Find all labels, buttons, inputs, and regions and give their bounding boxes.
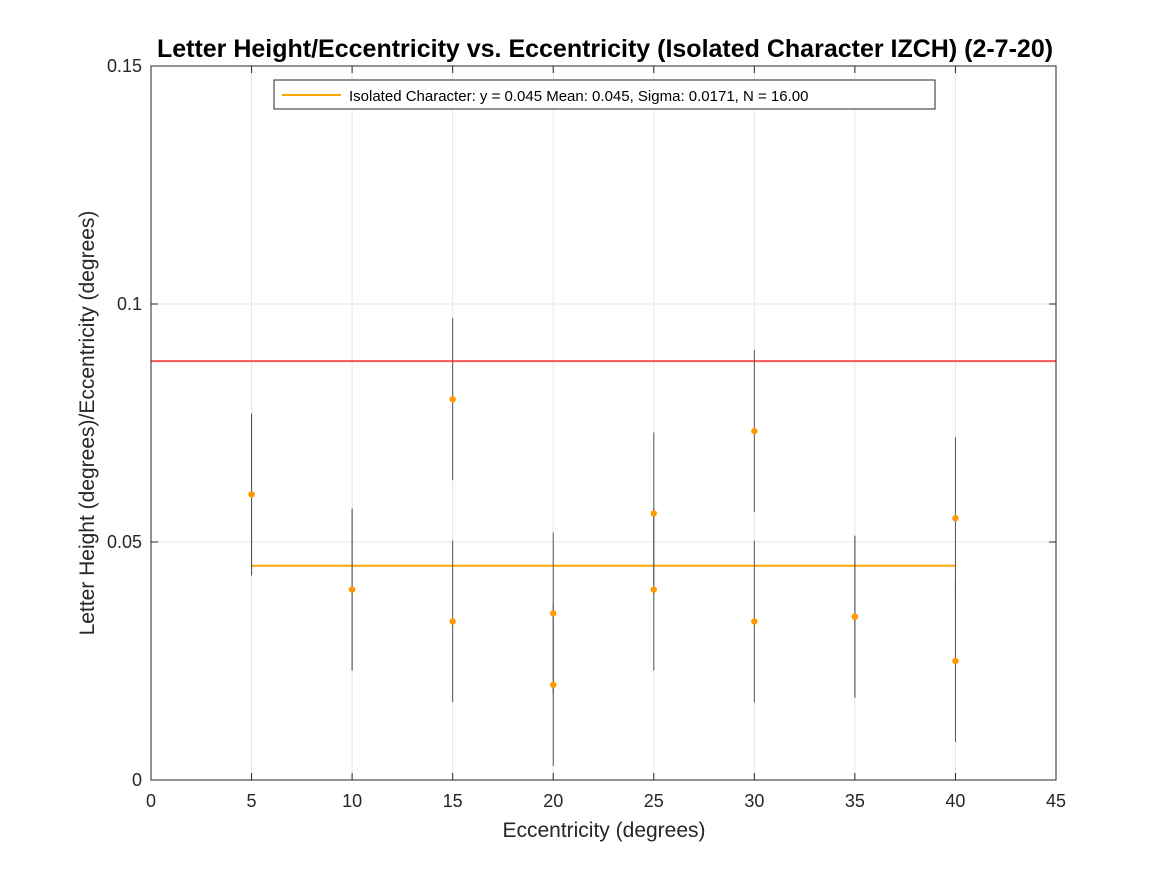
legend-box bbox=[273, 79, 936, 110]
data-point bbox=[248, 491, 255, 498]
y-tick-label: 0.1 bbox=[117, 294, 142, 314]
y-tick-label: 0.15 bbox=[107, 56, 142, 76]
x-tick-labels: 0 5 10 15 20 25 30 35 40 45 bbox=[146, 791, 1066, 811]
data-point bbox=[751, 618, 758, 625]
x-tick-label: 20 bbox=[543, 791, 563, 811]
data-point bbox=[952, 657, 959, 665]
x-tick-label: 40 bbox=[945, 791, 965, 811]
plot-area bbox=[151, 66, 1056, 780]
chart-title: Letter Height/Eccentricity vs. Eccentric… bbox=[157, 35, 1053, 63]
x-tick-label: 45 bbox=[1046, 791, 1066, 811]
data-point bbox=[550, 610, 557, 617]
x-tick-label: 5 bbox=[247, 791, 257, 811]
data-point bbox=[751, 427, 758, 435]
data-point bbox=[449, 618, 456, 625]
data-point bbox=[348, 586, 356, 593]
x-tick-label: 35 bbox=[845, 791, 865, 811]
data-point bbox=[550, 681, 557, 688]
legend: Isolated Character: y = 0.045 Mean: 0.04… bbox=[273, 79, 936, 110]
data-points bbox=[248, 396, 959, 688]
x-tick-label: 30 bbox=[744, 791, 764, 811]
reference-lines bbox=[151, 360, 1056, 567]
data-point bbox=[952, 515, 959, 522]
legend-entry: Isolated Character: y = 0.045 Mean: 0.04… bbox=[349, 88, 808, 105]
y-tick-label: 0 bbox=[132, 770, 142, 790]
x-tick-label: 0 bbox=[146, 791, 156, 811]
data-point bbox=[851, 613, 859, 620]
y-tick-label: 0.05 bbox=[107, 532, 142, 552]
y-axis-label: Letter Height (degrees)/Eccentricity (de… bbox=[76, 211, 99, 636]
data-point bbox=[650, 510, 657, 517]
data-point bbox=[650, 586, 657, 593]
x-tick-label: 15 bbox=[443, 791, 463, 811]
y-tick-labels: 0 0.05 0.1 0.15 bbox=[107, 56, 142, 790]
x-tick-label: 10 bbox=[342, 791, 362, 811]
x-tick-label: 25 bbox=[644, 791, 664, 811]
data-point bbox=[449, 396, 456, 403]
x-axis-label: Eccentricity (degrees) bbox=[502, 819, 705, 842]
plot-frame bbox=[150, 65, 1057, 781]
